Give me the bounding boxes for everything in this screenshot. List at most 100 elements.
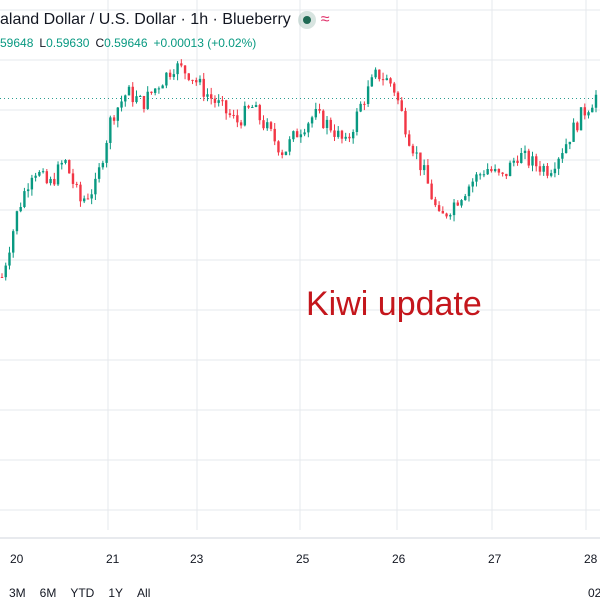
candle-body	[97, 167, 101, 179]
candle-body	[56, 164, 60, 185]
candle-body	[135, 96, 138, 103]
candle	[378, 69, 381, 82]
candle	[490, 166, 493, 173]
candle-body	[269, 122, 273, 129]
change-value: +0.00013 (+0.02%)	[153, 36, 257, 50]
candle-body	[217, 100, 220, 103]
wave-icon[interactable]: ≈	[320, 11, 330, 28]
candle	[434, 196, 437, 208]
candle	[408, 130, 411, 147]
candle-body	[452, 202, 456, 216]
candle-body	[120, 101, 123, 108]
candle-body	[41, 171, 45, 173]
candle-body	[441, 210, 445, 214]
candle-body	[292, 131, 295, 140]
candle-body	[82, 198, 86, 202]
candle	[422, 159, 426, 176]
candle	[90, 189, 93, 205]
candle-body	[482, 174, 486, 176]
candle	[538, 160, 542, 176]
candle-body	[75, 183, 78, 185]
candle-body	[475, 174, 478, 182]
candle	[594, 90, 598, 113]
candle	[64, 159, 67, 165]
candle	[109, 115, 112, 150]
candle-body	[86, 198, 90, 200]
candle	[153, 88, 157, 96]
range-1y-button[interactable]: 1Y	[108, 586, 124, 600]
candle-body	[165, 72, 168, 86]
candle-body	[150, 91, 153, 93]
candle-body	[251, 106, 254, 108]
x-tick-label: 20	[10, 552, 24, 566]
candle-body	[579, 107, 583, 131]
candle	[482, 170, 486, 178]
candle	[19, 202, 22, 213]
candle	[79, 181, 82, 207]
candle-body	[131, 86, 134, 103]
candle-body	[538, 166, 542, 172]
candle	[366, 80, 370, 107]
candle-body	[568, 141, 572, 145]
candle-body	[430, 183, 433, 200]
candle-body	[262, 120, 265, 129]
candle	[280, 149, 284, 159]
candle-body	[501, 172, 504, 174]
candle-body	[38, 171, 41, 176]
candle-body	[359, 103, 362, 112]
candle-body	[340, 130, 344, 139]
candle-body	[542, 165, 545, 172]
candle	[579, 107, 583, 131]
x-tick-label: 27	[488, 552, 502, 566]
candle	[202, 72, 205, 102]
candle-body	[426, 165, 430, 184]
candle	[198, 75, 202, 86]
candle	[527, 148, 530, 169]
candle-body	[415, 152, 418, 154]
green-dot-icon[interactable]	[297, 11, 316, 29]
candle-body	[239, 122, 243, 126]
candle	[254, 101, 258, 108]
candle-body	[464, 196, 467, 201]
candle	[546, 162, 549, 179]
candle	[553, 162, 557, 178]
candle-body	[486, 169, 489, 175]
candle-body	[153, 88, 157, 93]
candle-body	[198, 78, 202, 83]
candle	[493, 164, 497, 173]
candle-body	[325, 119, 329, 129]
candle-body	[68, 160, 71, 174]
candle	[303, 128, 306, 137]
range-all-button[interactable]: All	[137, 586, 151, 600]
candle-body	[351, 131, 355, 139]
candle-body	[583, 107, 586, 116]
candle	[591, 104, 594, 113]
candle	[572, 118, 575, 142]
candle	[251, 104, 254, 108]
candle	[176, 61, 179, 81]
candle-body	[183, 65, 187, 74]
candle-body	[258, 105, 261, 121]
candle-body	[471, 181, 474, 187]
candle	[60, 160, 63, 170]
range-ytd-button[interactable]: YTD	[70, 586, 95, 600]
candle	[549, 169, 553, 178]
candle-body	[195, 80, 198, 83]
candle-body	[180, 63, 183, 66]
candle	[516, 155, 519, 166]
candle	[568, 141, 572, 150]
candle	[183, 65, 187, 80]
candle	[195, 77, 198, 86]
candle-body	[15, 211, 19, 232]
candle	[236, 109, 239, 128]
range-3m-button[interactable]: 3M	[9, 586, 26, 600]
candle	[224, 99, 228, 120]
candle	[292, 130, 295, 142]
candle-body	[322, 110, 325, 129]
candle-body	[523, 150, 527, 154]
candle-body	[26, 189, 30, 192]
candle-body	[546, 165, 549, 176]
candle	[467, 184, 471, 202]
range-6m-button[interactable]: 6M	[39, 586, 57, 600]
